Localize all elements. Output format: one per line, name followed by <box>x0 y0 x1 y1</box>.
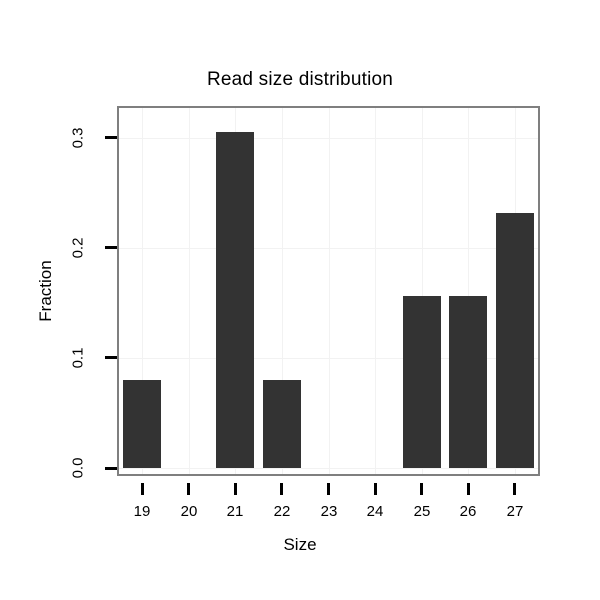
x-tick-mark <box>280 483 283 495</box>
x-tick-mark <box>187 483 190 495</box>
gridline-vertical <box>142 108 143 474</box>
x-tick-label: 21 <box>226 503 244 520</box>
x-tick-label: 20 <box>180 503 198 520</box>
y-tick-mark <box>105 246 117 249</box>
x-tick-label: 22 <box>273 503 291 520</box>
plot-panel <box>117 106 540 476</box>
gridline-horizontal <box>119 358 538 359</box>
x-tick-label: 24 <box>366 503 384 520</box>
x-axis-label: Size <box>283 535 317 554</box>
gridline-horizontal <box>119 248 538 249</box>
bar-27 <box>496 213 534 468</box>
y-tick-label: 0.3 <box>69 127 87 149</box>
y-tick-mark <box>105 356 117 359</box>
y-tick-label: 0.2 <box>69 237 87 259</box>
x-tick-label: 19 <box>133 503 151 520</box>
x-tick-mark <box>420 483 423 495</box>
gridline-vertical <box>189 108 190 474</box>
y-tick-mark <box>105 467 117 470</box>
gridline-vertical <box>282 108 283 474</box>
x-tick-mark <box>327 483 330 495</box>
gridline-vertical <box>375 108 376 474</box>
gridline-horizontal <box>119 468 538 469</box>
bar-22 <box>263 380 301 468</box>
bar-19 <box>123 380 161 468</box>
plot-area <box>119 108 538 474</box>
bar-26 <box>449 296 487 468</box>
y-axis-label: Fraction <box>36 260 55 322</box>
gridline-vertical <box>422 108 423 474</box>
bar-21 <box>216 132 254 468</box>
x-tick-mark <box>374 483 377 495</box>
gridline-vertical <box>329 108 330 474</box>
x-tick-mark <box>234 483 237 495</box>
y-tick-mark <box>105 136 117 139</box>
x-tick-mark <box>513 483 516 495</box>
bar-25 <box>403 296 441 468</box>
y-tick-label: 0.0 <box>69 457 87 479</box>
gridline-vertical <box>468 108 469 474</box>
x-tick-label: 23 <box>320 503 338 520</box>
x-tick-label: 27 <box>506 503 524 520</box>
x-tick-mark <box>467 483 470 495</box>
x-tick-label: 25 <box>413 503 431 520</box>
x-tick-label: 26 <box>459 503 477 520</box>
gridline-horizontal <box>119 138 538 139</box>
y-tick-label: 0.1 <box>69 347 87 369</box>
chart-title: Read size distribution <box>206 69 394 90</box>
x-tick-mark <box>141 483 144 495</box>
